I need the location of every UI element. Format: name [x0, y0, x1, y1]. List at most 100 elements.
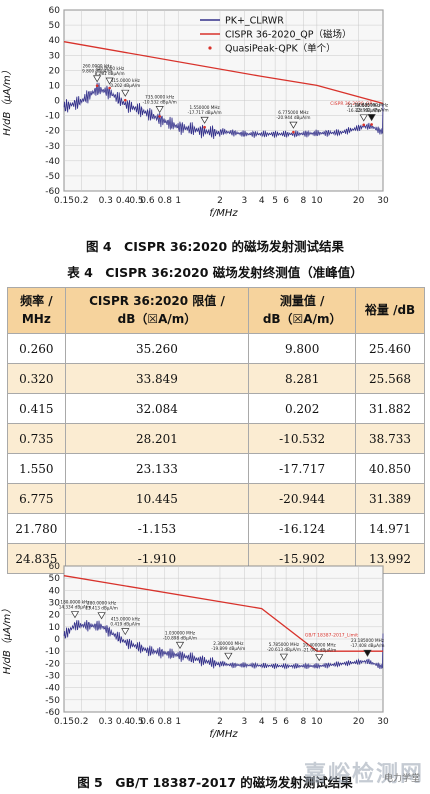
marker-label-freq: 24.835000 MHz — [355, 102, 389, 107]
cell-frequency: 1.550 — [7, 453, 66, 484]
figure-4-emission-chart: 60 50 40 30 20 10 0 -10 -20 -30 -40 -50 -60 0.15 0.2 0.… — [0, 0, 430, 235]
x-tick-label: 5 — [272, 717, 278, 727]
legend-entry: PK+_CLRWR — [225, 16, 284, 27]
cell-limit: 32.084 — [64, 393, 250, 424]
x-tick-label: 0.8 — [158, 717, 173, 727]
cell-measured: -16.124 — [248, 513, 357, 544]
figure-5-caption: 图 5 GB/T 18387-2017 的磁场发射测试结果 — [77, 775, 353, 790]
qp-point — [108, 86, 111, 90]
x-tick-label: 0.4 — [116, 196, 131, 206]
cell-measured: -17.717 — [248, 453, 357, 484]
cell-measured: 8.281 — [248, 363, 357, 394]
table-4-title: 表 4 CISPR 36:2020 磁场发射终测值（准峰值） — [67, 265, 363, 280]
cell-margin: 14.971 — [355, 513, 425, 544]
qp-point — [362, 123, 366, 127]
cell-frequency: 6.775 — [7, 483, 66, 514]
marker-label-freq: 10.400000 MHz — [303, 643, 337, 648]
marker-triangle — [97, 612, 106, 620]
marker-triangle — [367, 114, 376, 122]
marker-triangle — [315, 654, 324, 662]
x-tick-label: 6 — [283, 196, 289, 206]
watermark-small: 电力学堂 — [383, 774, 420, 784]
marker-triangle — [70, 611, 80, 619]
x-tick-label: 0.8 — [158, 196, 173, 206]
marker-triangle — [359, 114, 368, 122]
y-tick-label: -10 — [45, 112, 60, 122]
x-tick-label: 0.2 — [74, 717, 88, 727]
cell-frequency: 24.835 — [7, 543, 66, 574]
x-tick-label: 6 — [283, 717, 289, 727]
marker-label-level: -15.902 dBμA/m — [355, 107, 389, 112]
marker-triangle — [289, 121, 298, 129]
marker-label-level: -17.408 dBμA/m — [350, 643, 384, 648]
limit-line-label: CISPR 36-2020_QP — [330, 101, 372, 107]
y-axis-label: H/dB（μA/m） — [1, 604, 13, 674]
marker-label-level: -10.532 dBμA/m — [143, 99, 177, 104]
cell-margin: 25.568 — [355, 363, 425, 394]
marker-label-level: 0.419 dBμA/m — [110, 621, 140, 626]
x-tick-label: 5 — [272, 196, 278, 206]
marker-triangle — [279, 653, 289, 661]
x-tick-label: 1 — [175, 717, 181, 727]
x-tick-label: 0.3 — [99, 196, 113, 206]
y-tick-label: -60 — [45, 708, 60, 718]
table-row: 6.775 10.445 -20.944 31.389 — [7, 483, 425, 514]
marker-label-level: -20.944 dBμA/m — [276, 115, 310, 120]
marker-label-freq: 180.0000 kHz — [60, 600, 90, 605]
y-tick-label: -60 — [45, 187, 60, 197]
y-tick-label: 40 — [49, 36, 61, 46]
marker-label-level: -19.899 dBμA/m — [211, 646, 245, 651]
chart-svg-2: 60 50 40 30 20 10 0 -10 -20 -30 -40 -50 -600.15 0.2 0.… — [1, 562, 389, 740]
x-tick-label: 0.4 — [116, 717, 131, 727]
table-row: 0.260 35.260 9.800 25.460 — [7, 333, 425, 364]
cell-margin: 31.389 — [355, 483, 425, 514]
cell-margin: 25.460 — [355, 333, 425, 364]
pk-trace-line — [63, 620, 384, 670]
y-tick-label: -10 — [45, 647, 60, 657]
marker-label-level: -10.898 dBμA/m — [163, 635, 197, 640]
x-axis-label: f/MHz — [209, 208, 238, 219]
marker-triangle — [363, 649, 372, 657]
table-header-row: 频率 / MHz CISPR 36:2020 限值 / dB（☒A/m） 测量值 /… — [7, 287, 425, 334]
header-limit: CISPR 36:2020 限值 / dB（☒A/m） — [64, 287, 250, 334]
y-tick-label: -30 — [45, 672, 60, 682]
marker-label-level: 0.202 dBμA/m — [110, 83, 140, 88]
limit-line — [63, 41, 384, 105]
x-tick-label: 2 — [217, 717, 223, 727]
marker-label-freq: 21.780000 MHz — [347, 103, 381, 108]
cell-limit: 28.201 — [64, 423, 250, 454]
y-tick-label: 50 — [49, 21, 61, 31]
y-axis-label: H/dB（μA/m） — [1, 65, 13, 135]
limit-line-label: GB/T 18387-2017_Limit — [305, 633, 358, 639]
marker-label-level: -21.000 dBμA/m — [302, 648, 336, 653]
cell-measured: -20.944 — [248, 483, 357, 514]
cell-limit: 23.133 — [64, 453, 250, 484]
x-tick-label: 2 — [217, 196, 223, 206]
x-tick-label: 3 — [241, 196, 247, 206]
x-tick-label: 1 — [175, 196, 181, 206]
marker-label-freq: 415.0000 kHz — [111, 78, 141, 83]
marker-label-freq: 6.775000 MHz — [278, 110, 309, 115]
marker-label-freq: 415.0000 kHz — [111, 616, 141, 621]
x-tick-label: 0.6 — [140, 196, 155, 206]
cell-limit: 33.849 — [64, 363, 250, 394]
legend-swatch-dot — [208, 46, 212, 50]
x-tick-label: 3 — [241, 717, 247, 727]
marker-triangle — [175, 641, 185, 649]
y-tick-label: -50 — [45, 172, 60, 182]
y-tick-label: -40 — [45, 157, 60, 167]
cell-margin: 40.850 — [355, 453, 425, 484]
x-tick-label: 0.15 — [54, 196, 74, 206]
marker-triangle — [121, 89, 130, 97]
qp-point — [123, 98, 127, 102]
marker-label-freq: 280.0000 kHz — [87, 601, 117, 606]
y-tick-label: 50 — [49, 574, 61, 584]
y-tick-label: 30 — [49, 599, 61, 609]
marker-label-level: 8.281 dBμA/m — [95, 71, 125, 76]
watermark: 嘉峪检测网 — [303, 762, 424, 787]
table-row: 0.415 32.084 0.202 31.882 — [7, 393, 425, 424]
cell-limit: -1.153 — [64, 513, 250, 544]
qp-point — [95, 84, 99, 88]
x-tick-label: 4 — [259, 717, 265, 727]
y-tick-label: 60 — [49, 562, 61, 572]
